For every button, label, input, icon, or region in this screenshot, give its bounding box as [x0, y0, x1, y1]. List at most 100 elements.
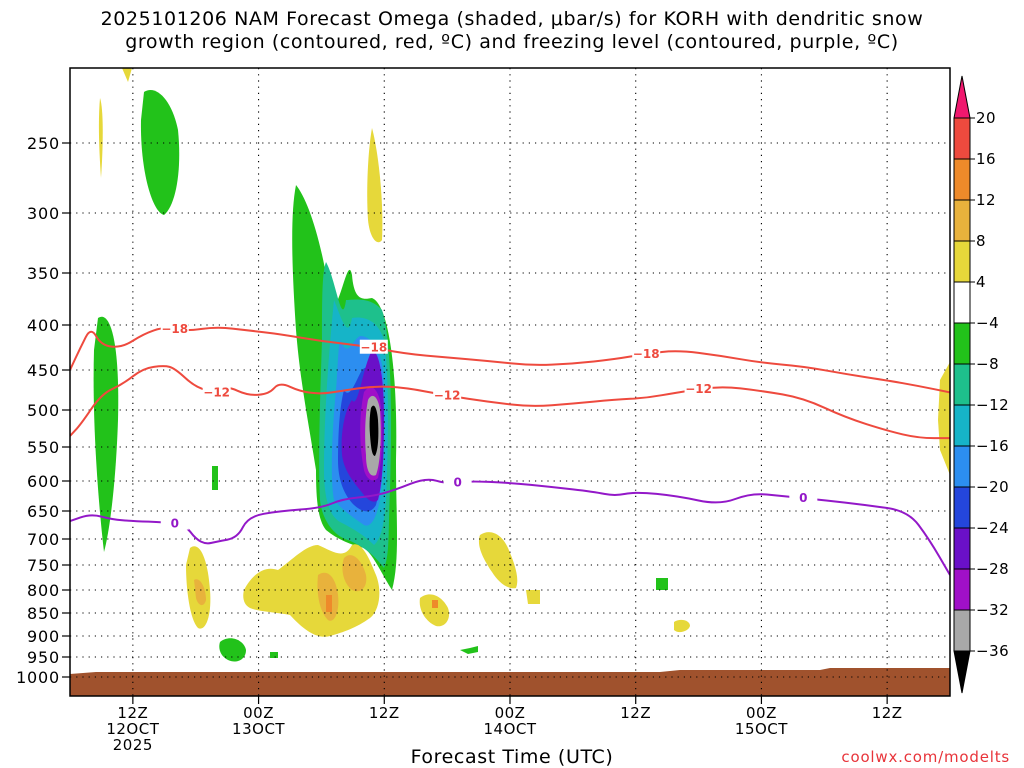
omega-region-yellow-right	[478, 532, 518, 589]
x-tick-label: 2025	[113, 736, 153, 754]
y-tick-label: 750	[27, 556, 60, 575]
y-tick-label: 250	[27, 134, 60, 153]
contour-label-bg	[632, 345, 661, 360]
contour-label-bg	[202, 384, 231, 399]
omega-region-green-small-2	[656, 578, 668, 590]
contour-label-bg	[160, 515, 189, 530]
y-axis: 250 300 350 400 450 500 550 600 650 700 750 800 850 9…	[16, 134, 70, 687]
omega-region-yellow-small-1	[526, 590, 540, 604]
y-tick-label: 300	[27, 204, 60, 223]
colorbar-label: −16	[976, 437, 1009, 455]
colorbar-label: −28	[976, 560, 1009, 578]
y-tick-label: 500	[27, 401, 60, 420]
omega-region-black-core	[369, 405, 379, 456]
colorbar-swatch	[953, 322, 971, 365]
colorbar-swatch	[953, 158, 971, 201]
y-tick-label: 600	[27, 472, 60, 491]
omega-region-orange-2	[342, 555, 367, 592]
x-axis-title: Forecast Time (UTC)	[410, 746, 614, 768]
chart-title-line-2: growth region (contoured, red, ºC) and f…	[125, 31, 899, 53]
omega-region-green-small-5	[270, 652, 278, 658]
omega-region-orange-4	[326, 595, 332, 612]
colorbar-swatch	[953, 486, 971, 529]
y-tick-label: 700	[27, 530, 60, 549]
colorbar-swatch	[953, 240, 971, 283]
x-tick-label: 12OCT	[106, 720, 159, 738]
omega-region-green-small-3	[460, 646, 478, 654]
x-tick-label: 00Z	[495, 704, 526, 722]
colorbar-swatch	[953, 527, 971, 570]
omega-region-yellow-upper	[367, 128, 383, 243]
x-tick-label: 00Z	[746, 704, 777, 722]
omega-region-green-small-4	[212, 466, 218, 490]
credit-text: coolwx.com/modelts	[841, 748, 1010, 766]
x-tick-label: 12Z	[369, 704, 400, 722]
contour-line-dgz-top	[70, 326, 950, 394]
y-tick-label: 1000	[16, 668, 60, 687]
x-tick-label: 00Z	[243, 704, 274, 722]
y-tick-label: 450	[27, 361, 60, 380]
contour-label: 0	[171, 517, 179, 531]
y-tick-label: 800	[27, 581, 60, 600]
contour-label: 0	[453, 476, 461, 490]
contour-label: −12	[203, 385, 230, 399]
colorbar-label: 8	[976, 232, 986, 250]
colorbar-swatch	[953, 281, 971, 324]
contour-label: −12	[685, 382, 712, 396]
contour-label-bg	[433, 387, 462, 402]
colorbar-swatch	[953, 445, 971, 488]
colorbar-label: −4	[976, 314, 999, 332]
contour-label-bg	[443, 474, 472, 489]
omega-shading-layer	[70, 68, 950, 696]
contour-layer	[70, 326, 950, 576]
y-tick-label: 650	[27, 502, 60, 521]
y-tick-label: 550	[27, 438, 60, 457]
x-tick-label: 12Z	[117, 704, 148, 722]
y-tick-label: 900	[27, 627, 60, 646]
omega-region-green-upper	[140, 89, 180, 215]
omega-region-yellow-small-2	[674, 619, 690, 633]
contour-label: −18	[161, 322, 188, 336]
colorbar-swatch	[953, 117, 971, 160]
omega-region-orange-5	[432, 600, 438, 608]
colorbar-label: −20	[976, 478, 1009, 496]
x-tick-label: 13OCT	[232, 720, 285, 738]
omega-region-yellow-mid	[419, 594, 450, 627]
colorbar-label: 20	[976, 109, 996, 127]
colorbar-swatch	[953, 199, 971, 242]
contour-label-bg	[359, 339, 388, 354]
contour-label-bg	[160, 321, 189, 336]
omega-region-green-small-1	[219, 638, 246, 662]
y-tick-label: 350	[27, 264, 60, 283]
colorbar-swatch	[953, 568, 971, 611]
omega-region-green-left	[93, 316, 119, 552]
x-tick-label: 15OCT	[735, 720, 788, 738]
colorbar-swatch-top	[953, 75, 971, 119]
y-tick-label: 950	[27, 648, 60, 667]
contour-label: −12	[434, 389, 461, 403]
colorbar-label: −8	[976, 355, 999, 373]
contour-label-layer: −18 −18 −18 −12 −12 −12 0 0 0	[160, 321, 818, 531]
y-tick-label: 850	[27, 604, 60, 623]
colorbar-label: 12	[976, 191, 996, 209]
x-tick-label: 12Z	[872, 704, 903, 722]
colorbar-swatch	[953, 609, 971, 652]
colorbar-label: 4	[976, 273, 986, 291]
contour-label: −18	[360, 341, 387, 355]
colorbar-swatch-bottom	[953, 650, 971, 694]
contour-label: 0	[799, 491, 807, 505]
omega-region-orange-3	[194, 579, 206, 606]
colorbar-label: −36	[976, 642, 1009, 660]
x-tick-label: 14OCT	[483, 720, 536, 738]
omega-region-yellow-edge	[938, 362, 950, 475]
omega-region-yellow-top-left	[122, 68, 132, 82]
contour-label-bg	[684, 381, 713, 396]
colorbar-label: −32	[976, 601, 1009, 619]
omega-region-yellow-streak	[98, 98, 103, 178]
x-tick-label: 12Z	[620, 704, 651, 722]
colorbar: 20 16 12 8 4 −4 −8 −12 −16 −20 −24 −28 −32 −36	[953, 75, 1009, 694]
colorbar-label: −12	[976, 396, 1009, 414]
colorbar-label: 16	[976, 150, 996, 168]
